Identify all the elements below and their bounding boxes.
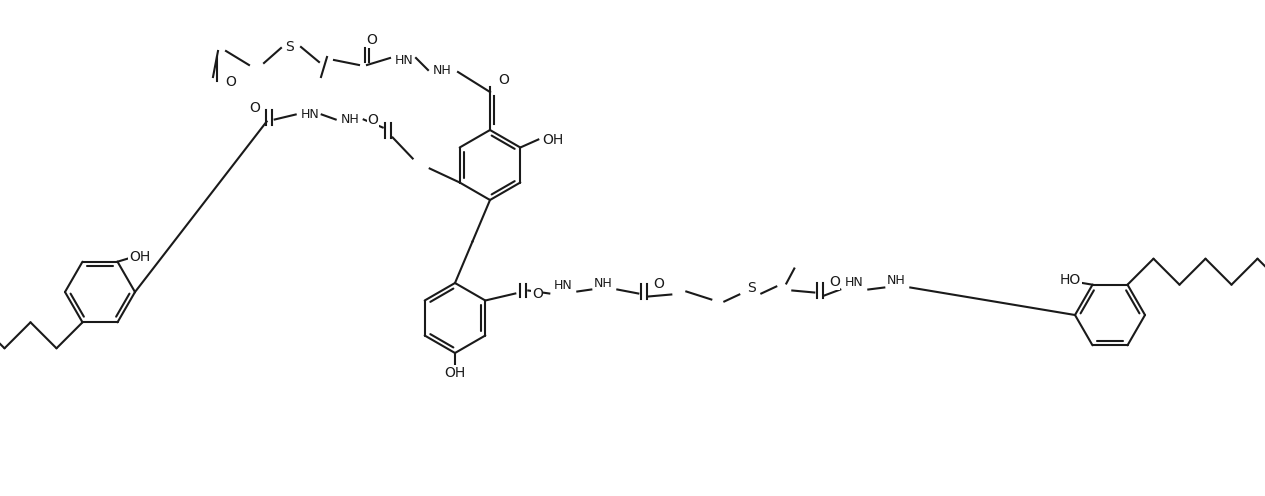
Text: NH: NH xyxy=(433,63,452,76)
Text: S: S xyxy=(285,40,293,54)
Text: HN: HN xyxy=(300,108,319,121)
Text: OH: OH xyxy=(129,249,151,264)
Text: HN: HN xyxy=(554,279,573,292)
Text: NH: NH xyxy=(887,274,906,287)
Text: HN: HN xyxy=(845,276,864,289)
Text: NH: NH xyxy=(340,113,359,126)
Text: S: S xyxy=(746,282,755,296)
Text: O: O xyxy=(367,33,377,47)
Text: HN: HN xyxy=(395,54,414,66)
Text: O: O xyxy=(653,276,664,291)
Text: O: O xyxy=(498,73,510,87)
Text: O: O xyxy=(829,275,840,290)
Text: OH: OH xyxy=(543,132,564,146)
Text: O: O xyxy=(249,101,261,115)
Text: OH: OH xyxy=(444,366,466,380)
Text: HO: HO xyxy=(1060,273,1082,287)
Text: O: O xyxy=(531,287,543,301)
Text: O: O xyxy=(225,75,237,89)
Text: O: O xyxy=(367,114,378,127)
Text: NH: NH xyxy=(595,277,612,290)
